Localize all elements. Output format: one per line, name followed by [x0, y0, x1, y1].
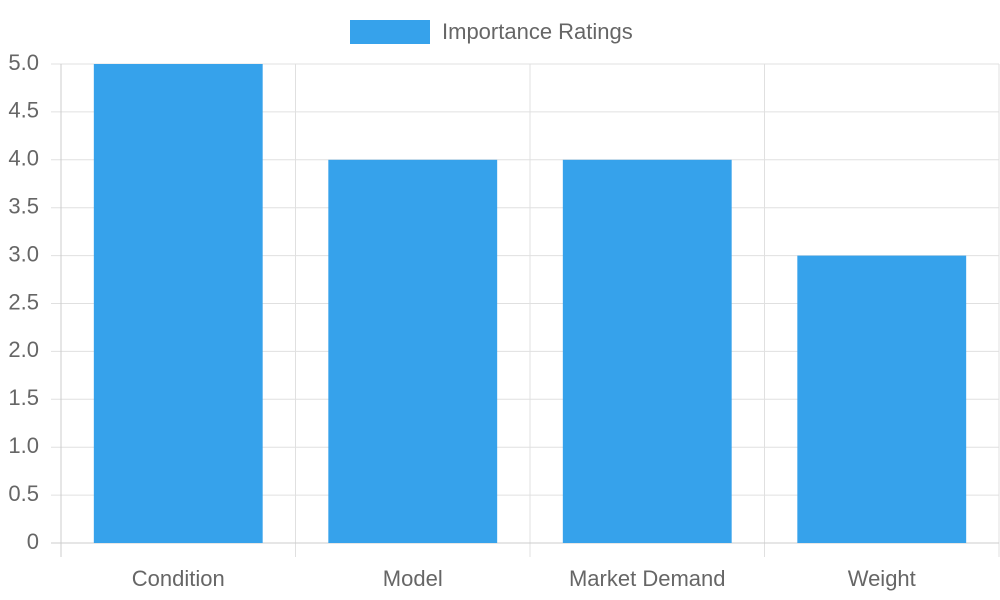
- y-tick-label: 2.5: [8, 289, 39, 314]
- bar: [562, 159, 732, 544]
- legend-swatch: [350, 20, 430, 44]
- y-tick-label: 5.0: [8, 50, 39, 75]
- bar: [328, 159, 498, 544]
- y-tick-label: 4.5: [8, 98, 39, 123]
- y-tick-label: 0.5: [8, 481, 39, 506]
- y-tick-label: 3.5: [8, 194, 39, 219]
- x-tick-label: Market Demand: [569, 566, 726, 591]
- bar: [93, 64, 263, 543]
- y-tick-label: 1.0: [8, 433, 39, 458]
- y-tick-label: 2.0: [8, 337, 39, 362]
- y-tick-label: 0: [27, 529, 39, 554]
- x-tick-label: Weight: [848, 566, 916, 591]
- legend-label: Importance Ratings: [442, 19, 633, 44]
- y-tick-label: 1.5: [8, 385, 39, 410]
- x-tick-label: Model: [383, 566, 443, 591]
- bar: [797, 255, 967, 543]
- x-tick-label: Condition: [132, 566, 225, 591]
- y-tick-label: 3.0: [8, 241, 39, 266]
- y-tick-label: 4.0: [8, 146, 39, 171]
